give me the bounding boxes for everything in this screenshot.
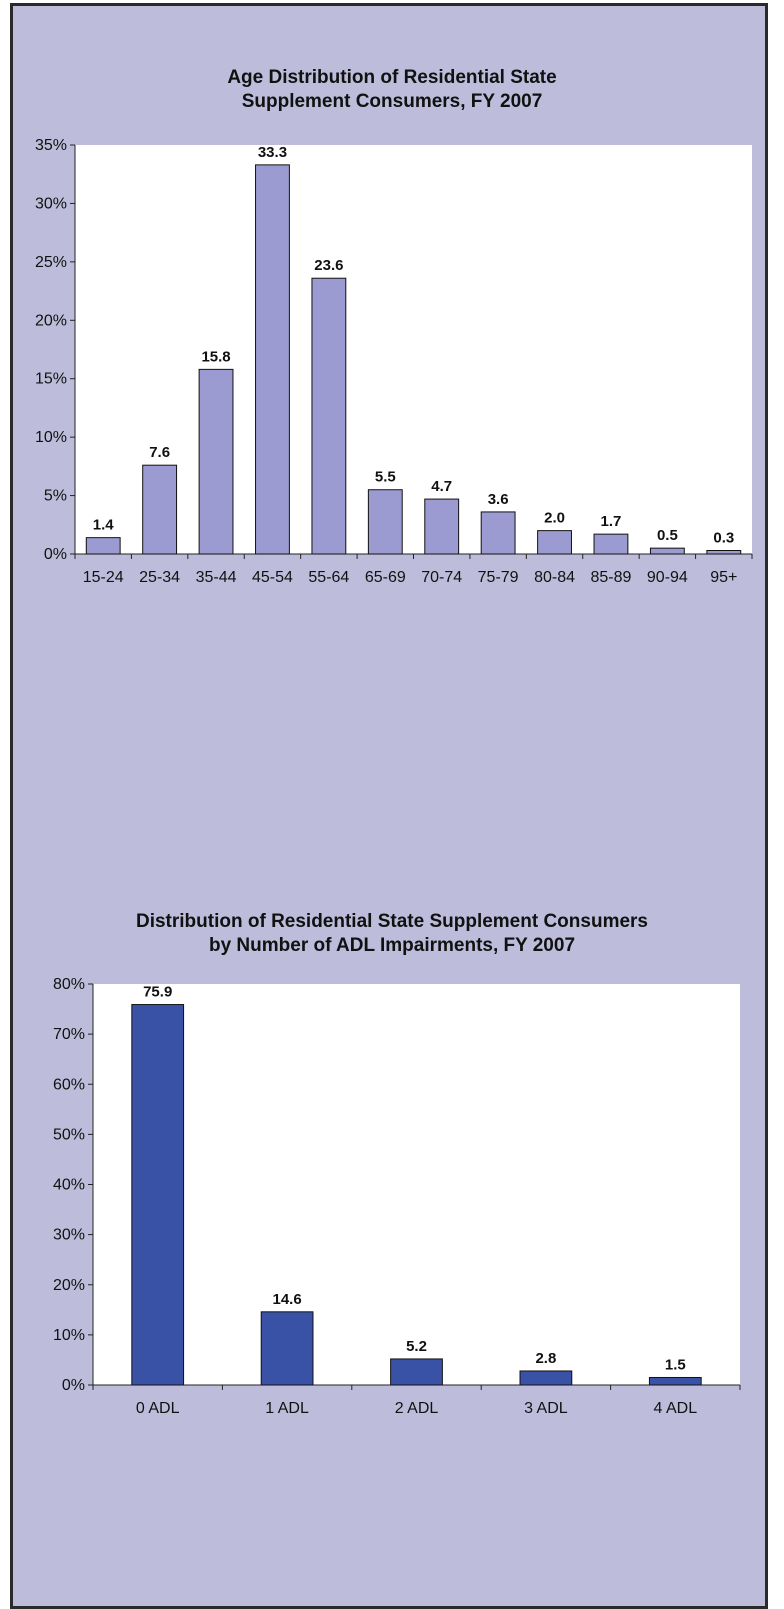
chart1-x-tick-label: 45-54: [252, 569, 293, 586]
chart1-data-label: 3.6: [488, 491, 509, 508]
chart1-x-tick-label: 15-24: [83, 569, 124, 586]
chart1-data-label: 2.0: [544, 510, 565, 527]
chart1-x-tick-label: 65-69: [365, 569, 406, 586]
chart2-bar: [648, 1376, 702, 1386]
chart1-x-tick-label: 90-94: [647, 569, 688, 586]
chart1-y-tick-label: 25%: [35, 254, 67, 271]
chart2-bar: [519, 1370, 573, 1386]
chart2-y-tick-label: 40%: [53, 1177, 85, 1194]
chart2-bar: [260, 1311, 314, 1386]
chart2-bar: [131, 1004, 185, 1386]
chart1-y-tick-label: 5%: [44, 488, 67, 505]
chart1-x-tick-label: 85-89: [590, 569, 631, 586]
chart1-bar: [85, 537, 121, 555]
chart2-data-label: 2.8: [535, 1350, 556, 1367]
chart2-title-line1: Distribution of Residential State Supple…: [135, 911, 648, 932]
chart1-x-tick-label: 55-64: [308, 569, 349, 586]
chart2-y-tick-label: 50%: [53, 1126, 85, 1143]
chart1-bar: [311, 277, 347, 555]
chart1-x-tick-label: 75-79: [478, 569, 519, 586]
chart1-plot-area: [75, 145, 752, 554]
chart1-y-tick-label: 15%: [35, 371, 67, 388]
chart1-x-tick-label: 25-34: [139, 569, 180, 586]
chart2-bar: [390, 1358, 443, 1386]
chart1-y-tick-label: 0%: [44, 546, 67, 563]
chart1-data-label: 1.4: [93, 517, 115, 534]
chart1-data-label: 1.7: [601, 513, 622, 530]
chart1-data-label: 15.8: [201, 348, 230, 365]
chart1-bar: [706, 549, 742, 555]
chart2-plot-area: [93, 984, 740, 1385]
chart2-y-tick-label: 60%: [53, 1076, 85, 1093]
chart1-y-tick-label: 30%: [35, 195, 67, 212]
chart1-data-label: 0.3: [713, 529, 734, 546]
chart1-data-label: 5.5: [375, 469, 396, 486]
chart1-data-label: 0.5: [657, 527, 678, 544]
chart1-y-tick-label: 20%: [35, 312, 67, 329]
chart1-title: Age Distribution of Residential State Su…: [0, 66, 784, 114]
chart1-x-tick-label: 70-74: [421, 569, 462, 586]
chart2-y-tick-label: 30%: [53, 1227, 85, 1244]
chart2-y-tick-label: 10%: [53, 1327, 85, 1344]
chart1-x-tick-label: 95+: [710, 569, 737, 586]
chart1-x-tick-label: 80-84: [534, 569, 575, 586]
chart1-data-label: 4.7: [431, 478, 452, 495]
chart1-title-line2: Supplement Consumers, FY 2007: [241, 91, 543, 112]
chart1-data-label: 23.6: [314, 257, 343, 274]
chart1-y-tick-label: 10%: [35, 429, 67, 446]
chart1-data-label: 33.3: [258, 144, 287, 161]
chart1-bar: [255, 164, 290, 555]
chart2-y-tick-label: 0%: [62, 1377, 85, 1394]
chart1-bar: [198, 368, 234, 555]
chart2-x-tick-label: 2 ADL: [395, 1400, 439, 1417]
age-distribution-chart: 0% 5% 10% 15% 20% 25% 30% 35% 1.4 15-24 7.6 25-34 15…: [35, 137, 753, 586]
chart2-y-tick-label: 20%: [53, 1277, 85, 1294]
chart2-y-tick-label: 80%: [53, 976, 85, 993]
chart2-data-label: 14.6: [272, 1291, 301, 1308]
chart2-data-label: 75.9: [143, 984, 172, 1001]
chart1-bar: [593, 533, 629, 555]
chart1-y-tick-label: 35%: [35, 137, 67, 154]
chart2-x-tick-label: 0 ADL: [136, 1400, 180, 1417]
chart1-bar: [480, 511, 516, 555]
chart1-bar: [367, 489, 403, 555]
chart2-title: Distribution of Residential State Supple…: [0, 910, 784, 958]
chart2-title-line2: by Number of ADL Impairments, FY 2007: [208, 935, 576, 956]
chart1-title-line1: Age Distribution of Residential State: [227, 67, 557, 88]
chart1-data-label: 7.6: [149, 444, 170, 461]
chart1-bar: [537, 530, 572, 555]
chart2-x-tick-label: 3 ADL: [524, 1400, 568, 1417]
chart2-x-tick-label: 4 ADL: [654, 1400, 698, 1417]
chart2-x-tick-label: 1 ADL: [265, 1400, 309, 1417]
chart2-data-label: 1.5: [665, 1356, 686, 1373]
chart2-data-label: 5.2: [406, 1338, 427, 1355]
chart1-x-tick-label: 35-44: [196, 569, 237, 586]
chart1-bar: [649, 547, 685, 555]
chart1-bar: [424, 498, 460, 555]
chart2-y-tick-label: 70%: [53, 1026, 85, 1043]
chart1-bar: [142, 464, 178, 555]
